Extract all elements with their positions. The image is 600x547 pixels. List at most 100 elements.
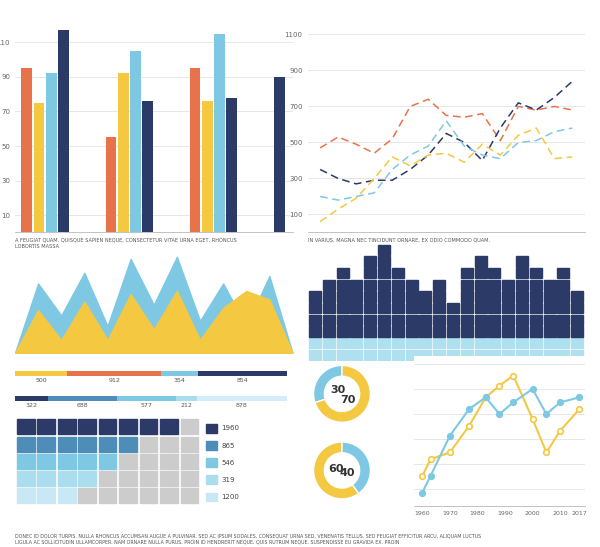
Bar: [488, 315, 500, 325]
Bar: [140, 488, 157, 503]
Bar: [323, 338, 335, 348]
Bar: [475, 268, 487, 278]
Bar: [78, 454, 96, 469]
Bar: [433, 280, 445, 290]
Bar: [433, 338, 445, 348]
Bar: [557, 315, 569, 325]
Bar: [119, 437, 137, 451]
Bar: [475, 257, 487, 267]
Text: 322: 322: [25, 404, 37, 409]
Bar: [78, 437, 96, 451]
Bar: [502, 338, 514, 348]
Bar: [337, 327, 349, 336]
Bar: [98, 437, 116, 451]
Text: 354: 354: [174, 378, 185, 383]
Bar: [160, 454, 178, 469]
Wedge shape: [314, 442, 359, 499]
Bar: [530, 280, 542, 290]
Bar: [198, 371, 287, 376]
Bar: [433, 327, 445, 336]
Bar: [502, 303, 514, 313]
Bar: [392, 327, 404, 336]
Text: 30: 30: [330, 385, 346, 394]
Bar: [461, 350, 473, 360]
Text: 1200: 1200: [221, 494, 239, 500]
Bar: [378, 327, 390, 336]
Bar: [309, 315, 321, 325]
Text: 500: 500: [35, 378, 47, 383]
Bar: [406, 280, 418, 290]
Bar: [392, 280, 404, 290]
Bar: [392, 303, 404, 313]
Bar: [181, 488, 199, 503]
Bar: [530, 268, 542, 278]
Bar: [544, 350, 556, 360]
Bar: [461, 315, 473, 325]
Bar: [202, 101, 212, 232]
Bar: [350, 315, 362, 325]
Bar: [557, 303, 569, 313]
Bar: [181, 437, 199, 451]
Bar: [140, 471, 157, 486]
Bar: [530, 350, 542, 360]
Bar: [206, 458, 217, 467]
Bar: [516, 268, 528, 278]
Text: A FEUGIAT QUAM. QUISQUE SAPIEN NEQUE, CONSECTETUR VITAE URNA EGET, RHONCUS
LOBOR: A FEUGIAT QUAM. QUISQUE SAPIEN NEQUE, CO…: [15, 238, 237, 249]
Bar: [78, 488, 96, 503]
Bar: [15, 371, 67, 376]
Bar: [350, 338, 362, 348]
Bar: [118, 397, 176, 401]
Bar: [378, 338, 390, 348]
Bar: [350, 350, 362, 360]
Bar: [181, 420, 199, 434]
Text: 878: 878: [236, 404, 248, 409]
Text: 546: 546: [221, 459, 235, 465]
Bar: [337, 350, 349, 360]
Bar: [516, 280, 528, 290]
Bar: [364, 303, 376, 313]
Bar: [323, 327, 335, 336]
Bar: [544, 303, 556, 313]
Bar: [392, 350, 404, 360]
Bar: [378, 257, 390, 267]
Bar: [447, 303, 459, 313]
Bar: [17, 488, 35, 503]
Bar: [447, 350, 459, 360]
Bar: [475, 292, 487, 301]
Bar: [392, 292, 404, 301]
Bar: [98, 454, 116, 469]
Bar: [37, 437, 55, 451]
Bar: [447, 338, 459, 348]
Bar: [323, 303, 335, 313]
Bar: [37, 488, 55, 503]
Bar: [447, 327, 459, 336]
Bar: [461, 327, 473, 336]
Wedge shape: [315, 365, 370, 422]
Bar: [544, 327, 556, 336]
Bar: [392, 268, 404, 278]
Bar: [17, 437, 35, 451]
Bar: [502, 327, 514, 336]
Text: 854: 854: [236, 378, 248, 383]
Bar: [364, 315, 376, 325]
Bar: [58, 437, 76, 451]
Bar: [516, 327, 528, 336]
Bar: [378, 268, 390, 278]
Bar: [78, 471, 96, 486]
Bar: [226, 98, 237, 232]
Wedge shape: [314, 365, 342, 403]
Bar: [392, 315, 404, 325]
Bar: [337, 292, 349, 301]
Bar: [433, 350, 445, 360]
Bar: [516, 350, 528, 360]
Text: 60: 60: [328, 464, 343, 474]
Bar: [488, 303, 500, 313]
Bar: [176, 397, 197, 401]
Bar: [160, 437, 178, 451]
Bar: [364, 327, 376, 336]
Bar: [58, 420, 76, 434]
Bar: [571, 327, 583, 336]
Bar: [557, 350, 569, 360]
Bar: [350, 327, 362, 336]
Bar: [419, 303, 431, 313]
